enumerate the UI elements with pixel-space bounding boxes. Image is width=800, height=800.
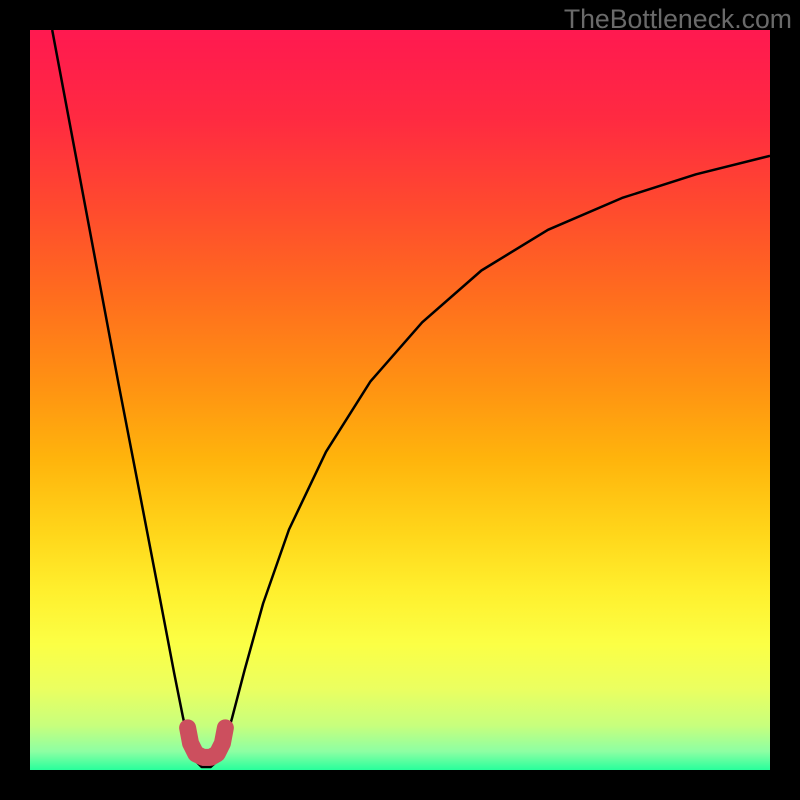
watermark-text: TheBottleneck.com — [564, 4, 792, 35]
plot-svg — [30, 30, 770, 770]
chart-stage: TheBottleneck.com — [0, 0, 800, 800]
gradient-background — [30, 30, 770, 770]
plot-area — [30, 30, 770, 770]
